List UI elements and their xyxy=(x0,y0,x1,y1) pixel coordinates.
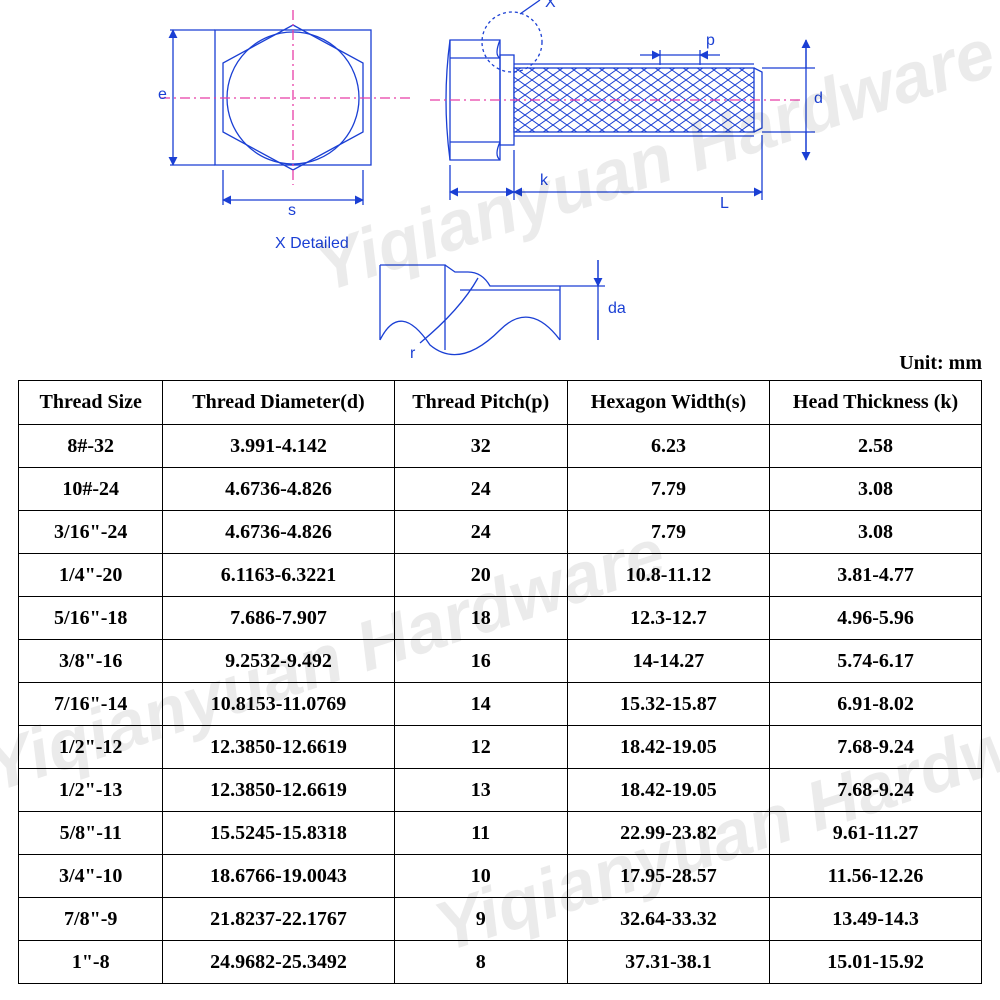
dim-label-s: s xyxy=(288,202,296,220)
table-header-row: Thread SizeThread Diameter(d)Thread Pitc… xyxy=(19,381,982,425)
cell: 1/2"-12 xyxy=(19,726,163,769)
cell: 18.42-19.05 xyxy=(567,726,769,769)
cell: 3.81-4.77 xyxy=(770,554,982,597)
cell: 1/2"-13 xyxy=(19,769,163,812)
cell: 24 xyxy=(394,468,567,511)
dim-label-X: X xyxy=(545,0,556,12)
dim-label-L: L xyxy=(720,195,729,213)
cell: 21.8237-22.1767 xyxy=(163,898,394,941)
cell: 32.64-33.32 xyxy=(567,898,769,941)
cell: 37.31-38.1 xyxy=(567,941,769,984)
cell: 17.95-28.57 xyxy=(567,855,769,898)
cell: 9.2532-9.492 xyxy=(163,640,394,683)
cell: 7.686-7.907 xyxy=(163,597,394,640)
cell: 8#-32 xyxy=(19,425,163,468)
cell: 18.6766-19.0043 xyxy=(163,855,394,898)
cell: 3.08 xyxy=(770,511,982,554)
dim-label-p: p xyxy=(706,32,715,50)
cell: 15.5245-15.8318 xyxy=(163,812,394,855)
cell: 13.49-14.3 xyxy=(770,898,982,941)
cell: 3/4"-10 xyxy=(19,855,163,898)
cell: 32 xyxy=(394,425,567,468)
table-row: 3/8"-169.2532-9.4921614-14.275.74-6.17 xyxy=(19,640,982,683)
cell: 8 xyxy=(394,941,567,984)
table-row: 3/16"-244.6736-4.826247.793.08 xyxy=(19,511,982,554)
cell: 5/8"-11 xyxy=(19,812,163,855)
dim-label-k: k xyxy=(540,172,548,190)
cell: 9 xyxy=(394,898,567,941)
spec-table: Thread SizeThread Diameter(d)Thread Pitc… xyxy=(18,380,982,984)
cell: 10.8-11.12 xyxy=(567,554,769,597)
col-header: Thread Pitch(p) xyxy=(394,381,567,425)
cell: 15.32-15.87 xyxy=(567,683,769,726)
cell: 24 xyxy=(394,511,567,554)
cell: 7.79 xyxy=(567,511,769,554)
dim-label-Xdet: X Detailed xyxy=(275,235,349,253)
cell: 7.68-9.24 xyxy=(770,769,982,812)
col-header: Hexagon Width(s) xyxy=(567,381,769,425)
table-row: 1/4"-206.1163-6.32212010.8-11.123.81-4.7… xyxy=(19,554,982,597)
cell: 7.68-9.24 xyxy=(770,726,982,769)
cell: 1/4"-20 xyxy=(19,554,163,597)
dim-label-da: da xyxy=(608,300,626,318)
cell: 4.6736-4.826 xyxy=(163,468,394,511)
cell: 5.74-6.17 xyxy=(770,640,982,683)
table-row: 5/16"-187.686-7.9071812.3-12.74.96-5.96 xyxy=(19,597,982,640)
col-header: Head Thickness (k) xyxy=(770,381,982,425)
cell: 3/8"-16 xyxy=(19,640,163,683)
dim-label-d: d xyxy=(814,90,823,108)
table-row: 5/8"-1115.5245-15.83181122.99-23.829.61-… xyxy=(19,812,982,855)
cell: 2.58 xyxy=(770,425,982,468)
cell: 20 xyxy=(394,554,567,597)
cell: 11 xyxy=(394,812,567,855)
cell: 10.8153-11.0769 xyxy=(163,683,394,726)
cell: 18.42-19.05 xyxy=(567,769,769,812)
cell: 5/16"-18 xyxy=(19,597,163,640)
col-header: Thread Diameter(d) xyxy=(163,381,394,425)
dim-label-e: e xyxy=(158,86,167,104)
cell: 24.9682-25.3492 xyxy=(163,941,394,984)
technical-diagram: e s X p d k L X Detailed r da Unit: mm xyxy=(0,0,1000,380)
cell: 4.6736-4.826 xyxy=(163,511,394,554)
col-header: Thread Size xyxy=(19,381,163,425)
cell: 12.3-12.7 xyxy=(567,597,769,640)
cell: 1"-8 xyxy=(19,941,163,984)
cell: 10#-24 xyxy=(19,468,163,511)
table-row: 7/16"-1410.8153-11.07691415.32-15.876.91… xyxy=(19,683,982,726)
table-row: 8#-323.991-4.142326.232.58 xyxy=(19,425,982,468)
cell: 7/16"-14 xyxy=(19,683,163,726)
cell: 9.61-11.27 xyxy=(770,812,982,855)
cell: 16 xyxy=(394,640,567,683)
cell: 12.3850-12.6619 xyxy=(163,726,394,769)
cell: 6.23 xyxy=(567,425,769,468)
table-row: 1/2"-1212.3850-12.66191218.42-19.057.68-… xyxy=(19,726,982,769)
cell: 6.91-8.02 xyxy=(770,683,982,726)
table-row: 7/8"-921.8237-22.1767932.64-33.3213.49-1… xyxy=(19,898,982,941)
cell: 13 xyxy=(394,769,567,812)
cell: 3.991-4.142 xyxy=(163,425,394,468)
unit-label: Unit: mm xyxy=(899,352,982,375)
cell: 15.01-15.92 xyxy=(770,941,982,984)
cell: 12 xyxy=(394,726,567,769)
cell: 14-14.27 xyxy=(567,640,769,683)
cell: 6.1163-6.3221 xyxy=(163,554,394,597)
cell: 7/8"-9 xyxy=(19,898,163,941)
cell: 14 xyxy=(394,683,567,726)
cell: 18 xyxy=(394,597,567,640)
table-row: 3/4"-1018.6766-19.00431017.95-28.5711.56… xyxy=(19,855,982,898)
cell: 3/16"-24 xyxy=(19,511,163,554)
table-row: 1"-824.9682-25.3492837.31-38.115.01-15.9… xyxy=(19,941,982,984)
dim-label-r: r xyxy=(410,345,415,363)
cell: 7.79 xyxy=(567,468,769,511)
cell: 22.99-23.82 xyxy=(567,812,769,855)
cell: 3.08 xyxy=(770,468,982,511)
cell: 4.96-5.96 xyxy=(770,597,982,640)
cell: 10 xyxy=(394,855,567,898)
table-row: 10#-244.6736-4.826247.793.08 xyxy=(19,468,982,511)
table-row: 1/2"-1312.3850-12.66191318.42-19.057.68-… xyxy=(19,769,982,812)
cell: 11.56-12.26 xyxy=(770,855,982,898)
cell: 12.3850-12.6619 xyxy=(163,769,394,812)
